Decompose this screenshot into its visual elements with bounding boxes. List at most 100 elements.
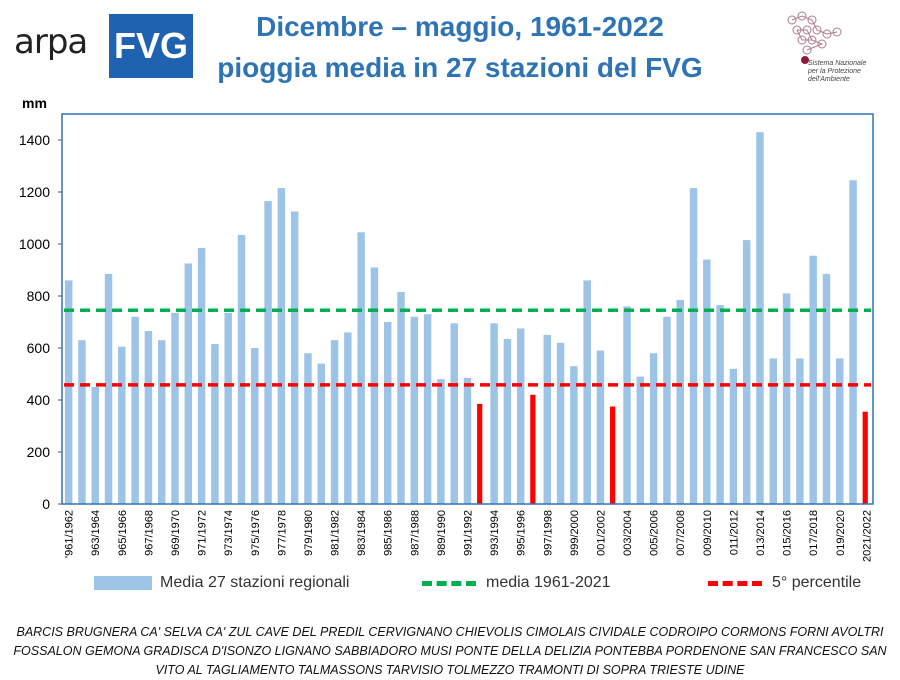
bar — [636, 376, 645, 504]
bar — [729, 368, 738, 504]
snpa-hexagon-icon — [787, 11, 842, 64]
x-tick-label: 991/1992 — [463, 510, 475, 556]
x-tick-label: 965/1966 — [117, 510, 129, 556]
bar — [277, 188, 286, 504]
x-tick-label: 997/1998 — [542, 510, 554, 556]
x-tick-label: 975/1976 — [250, 510, 262, 556]
y-tick-label: 200 — [27, 444, 51, 460]
legend-item-bars: Media 27 stazioni regionali — [94, 574, 349, 592]
bar — [357, 232, 365, 505]
bar — [463, 377, 472, 504]
bar — [171, 312, 179, 504]
x-tick-label: 983/1984 — [356, 510, 368, 556]
x-tick-label: 009/2010 — [702, 510, 714, 556]
x-tick-label: 2021/2022 — [861, 510, 873, 562]
bar — [157, 340, 166, 504]
legend-p5-label: 5° percentile — [772, 574, 862, 591]
bar — [184, 263, 193, 504]
y-tick-label: 1400 — [19, 132, 50, 148]
plot-border — [61, 113, 874, 505]
x-tick-label: 001/2002 — [595, 510, 607, 556]
x-tick-label: 979/1980 — [303, 510, 315, 556]
bar — [676, 299, 684, 504]
x-tick-label: 011/2012 — [728, 510, 740, 555]
bar — [410, 316, 419, 504]
legend-bar-swatch — [94, 576, 152, 590]
bar — [716, 305, 724, 504]
bar — [384, 322, 392, 504]
stations-list: BARCIS BRUGNERA CA' SELVA CA' ZUL CAVE D… — [13, 625, 887, 677]
bar — [423, 314, 432, 504]
bar — [703, 259, 711, 504]
bar — [131, 316, 139, 504]
legend: Media 27 stazioni regionali media 1961-2… — [90, 574, 870, 598]
legend-mean-label: media 1961-2021 — [486, 574, 611, 591]
bar — [769, 358, 778, 504]
bar — [596, 350, 605, 504]
bar — [663, 316, 671, 504]
bar — [649, 353, 658, 504]
snpa-logo: Sistema Nazionale per la Protezione dell… — [778, 8, 888, 88]
bar — [91, 387, 99, 504]
y-tick-label: 600 — [27, 340, 51, 356]
bar — [197, 247, 206, 504]
bar — [822, 273, 831, 504]
x-tick-label: 017/2018 — [808, 510, 820, 556]
y-tick-label: 1200 — [19, 184, 50, 200]
logo-arpa-text: ARPA — [14, 22, 88, 62]
x-tick-label: 971/1972 — [197, 510, 209, 556]
legend-p5-swatch — [708, 580, 762, 586]
bar-chart: 0 200 400 600 800 1000 1200 1400 '961/1962 963/19… — [19, 113, 874, 562]
x-tick-label: 989/1990 — [436, 510, 448, 556]
legend-item-p5: 5° percentile — [708, 574, 861, 592]
x-tick-label: '961/1962 — [64, 510, 76, 558]
bar — [317, 363, 325, 504]
snpa-logo-text: Sistema Nazionale per la Protezione dell… — [808, 60, 867, 83]
legend-bars-label: Media 27 stazioni regionali — [160, 574, 350, 591]
legend-item-mean: media 1961-2021 — [422, 574, 611, 592]
bar-low — [610, 406, 616, 504]
bar — [224, 312, 232, 504]
x-tick-label: 973/1974 — [223, 510, 235, 556]
bar — [583, 280, 591, 504]
bar — [756, 132, 764, 504]
bar — [237, 234, 246, 504]
x-tick-label: 999/2000 — [569, 510, 581, 556]
bar — [78, 340, 86, 504]
bar — [251, 348, 259, 504]
y-tick-label: 800 — [27, 288, 51, 304]
bar — [836, 358, 844, 504]
bar — [264, 201, 272, 504]
bar — [490, 323, 498, 504]
bar — [211, 344, 219, 504]
bar — [689, 188, 698, 504]
bar-low — [862, 411, 868, 504]
bar — [397, 292, 405, 504]
bar-low — [530, 394, 536, 504]
bar — [104, 273, 113, 504]
y-tick-label: 0 — [42, 496, 50, 512]
bar — [290, 211, 299, 504]
x-tick-label: 015/2016 — [782, 510, 794, 556]
bar — [516, 328, 525, 504]
bar — [570, 366, 578, 504]
bar — [556, 342, 565, 504]
x-tick-label: 987/1988 — [409, 510, 421, 556]
x-tick-label: 981/1982 — [330, 510, 342, 556]
bar — [450, 323, 458, 504]
x-tick-label: 977/1978 — [276, 510, 288, 556]
x-tick-label: 013/2014 — [755, 510, 767, 556]
x-tick-label: 963/1964 — [90, 510, 102, 556]
x-tick-label: 003/2004 — [622, 510, 634, 556]
bar — [543, 335, 551, 504]
bar — [344, 332, 352, 504]
bar — [623, 306, 631, 504]
bar — [437, 379, 445, 504]
bar — [809, 255, 817, 504]
y-tick-label: 400 — [27, 392, 51, 408]
x-tick-label: 995/1996 — [516, 510, 528, 556]
bar — [782, 293, 791, 504]
x-tick-label: 969/1970 — [170, 510, 182, 556]
bar — [742, 240, 751, 504]
y-tick-label: 1000 — [19, 236, 50, 252]
